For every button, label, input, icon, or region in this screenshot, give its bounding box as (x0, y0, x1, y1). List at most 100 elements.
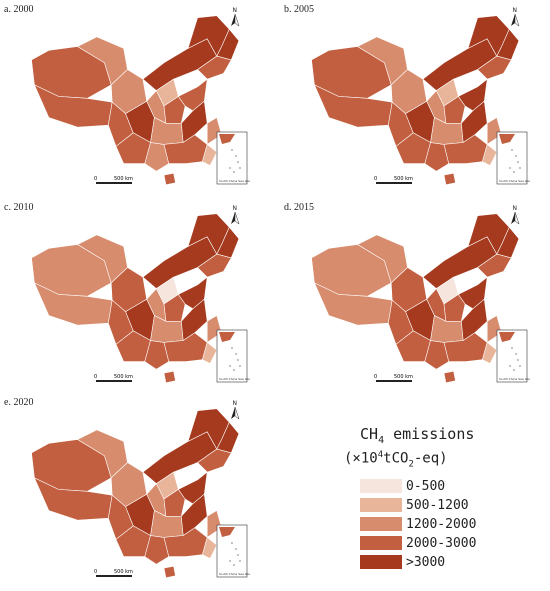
island-dot (229, 167, 231, 169)
legend-label: 1200-2000 (406, 516, 477, 532)
china-map: South China Sea Islands N 0 500 km (311, 7, 530, 186)
north-label: N (233, 400, 238, 407)
legend-item: >3000 (360, 553, 540, 571)
island-dot (517, 359, 519, 361)
north-arrow-half (234, 406, 240, 420)
island-dot (519, 365, 521, 367)
legend-item: 0-500 (360, 477, 540, 495)
province-region (197, 55, 232, 80)
inset-caption: South China Sea Islands (219, 179, 250, 183)
island-dot (239, 167, 241, 169)
legend-unit-mid: tCO (383, 450, 409, 467)
map-panel: South China Sea Islands N 0 500 km b. 2005 (280, 0, 530, 190)
legend-unit: (×104tCO2-eq) (344, 450, 540, 469)
province-region (443, 332, 488, 362)
north-arrow-half (514, 13, 520, 27)
north-label: N (513, 7, 518, 14)
island-dot (513, 369, 515, 371)
north-arrow-icon (231, 14, 235, 26)
island-dot (231, 347, 233, 349)
inset-caption: South China Sea Islands (219, 377, 250, 381)
province-region (477, 55, 512, 80)
legend-label: >3000 (406, 554, 446, 570)
north-label: N (513, 205, 518, 212)
legend-swatch (360, 479, 402, 494)
scale-end-label: 500 km (114, 374, 133, 380)
legend-title-sub: 4 (378, 435, 385, 446)
island-dot (237, 161, 239, 163)
legend-title-rest: emissions (384, 425, 475, 443)
map-panel: South China Sea Islands N 0 500 km d. 2015 (280, 198, 530, 388)
province-region (443, 96, 466, 124)
island-dot (235, 155, 237, 157)
province-region (496, 28, 520, 61)
island-dot (229, 560, 231, 562)
inset-land (219, 332, 235, 342)
scale-bar (96, 182, 132, 184)
legend-unit-suffix: -eq) (413, 450, 448, 467)
legend-title: CH4 emissions (360, 425, 540, 446)
province-region (216, 28, 240, 61)
island-dot (239, 560, 241, 562)
scale-end-label: 500 km (114, 569, 133, 575)
scale-end-label: 500 km (114, 176, 133, 182)
north-arrow-half (234, 211, 240, 225)
china-map: South China Sea Islands N 0 500 km (31, 7, 250, 186)
island-dot (237, 554, 239, 556)
legend-unit-sup: 4 (377, 450, 384, 460)
inset-land (499, 332, 515, 342)
scale-bar (96, 380, 132, 382)
scale-end-label: 500 km (394, 374, 413, 380)
legend-swatch (360, 517, 402, 532)
scale-end-label: 500 km (394, 176, 413, 182)
province-region (216, 226, 240, 259)
island-dot (509, 167, 511, 169)
panel-label: b. 2005 (284, 4, 314, 15)
province-region (197, 253, 232, 278)
inset-caption: South China Sea Islands (219, 572, 250, 576)
legend: CH4 emissions (×104tCO2-eq) 0-500 500-120… (330, 425, 540, 585)
island-dot (235, 353, 237, 355)
legend-label: 500-1200 (406, 497, 469, 513)
legend-item: 2000-3000 (360, 534, 540, 552)
china-map: South China Sea Islands N 0 500 km (31, 205, 250, 384)
province-region (163, 294, 186, 322)
north-arrow-icon (511, 212, 515, 224)
province-region (216, 421, 240, 454)
legend-item: 1200-2000 (360, 515, 540, 533)
scale-bar (376, 182, 412, 184)
island-dot (233, 369, 235, 371)
legend-unit-prefix: (×10 (344, 450, 378, 467)
province-region (163, 172, 176, 186)
legend-item: 500-1200 (360, 496, 540, 514)
north-arrow-icon (231, 212, 235, 224)
legend-items: 0-500 500-1200 1200-2000 2000-3000 >3000 (360, 477, 540, 571)
china-map: South China Sea Islands N 0 500 km (311, 205, 530, 384)
province-region (163, 370, 176, 384)
inset-caption: South China Sea Islands (499, 377, 530, 381)
island-dot (515, 155, 517, 157)
north-arrow-icon (231, 407, 235, 419)
north-arrow-half (234, 13, 240, 27)
island-dot (239, 365, 241, 367)
scale-start-label: 0 (374, 374, 377, 380)
inset-land (219, 134, 235, 144)
scale-start-label: 0 (374, 176, 377, 182)
legend-label: 2000-3000 (406, 535, 477, 551)
island-dot (513, 171, 515, 173)
island-dot (511, 149, 513, 151)
north-label: N (233, 7, 238, 14)
province-region (163, 527, 208, 557)
legend-unit-sub: 2 (408, 459, 414, 470)
legend-swatch (360, 536, 402, 551)
province-region (496, 226, 520, 259)
island-dot (519, 167, 521, 169)
legend-title-main: CH (360, 425, 379, 443)
province-region (477, 253, 512, 278)
map-panel: South China Sea Islands N 0 500 km a. 2000 (0, 0, 250, 190)
legend-label: 0-500 (406, 478, 446, 494)
scale-start-label: 0 (94, 176, 97, 182)
island-dot (509, 365, 511, 367)
panel-label: a. 2000 (4, 4, 34, 15)
island-dot (235, 548, 237, 550)
